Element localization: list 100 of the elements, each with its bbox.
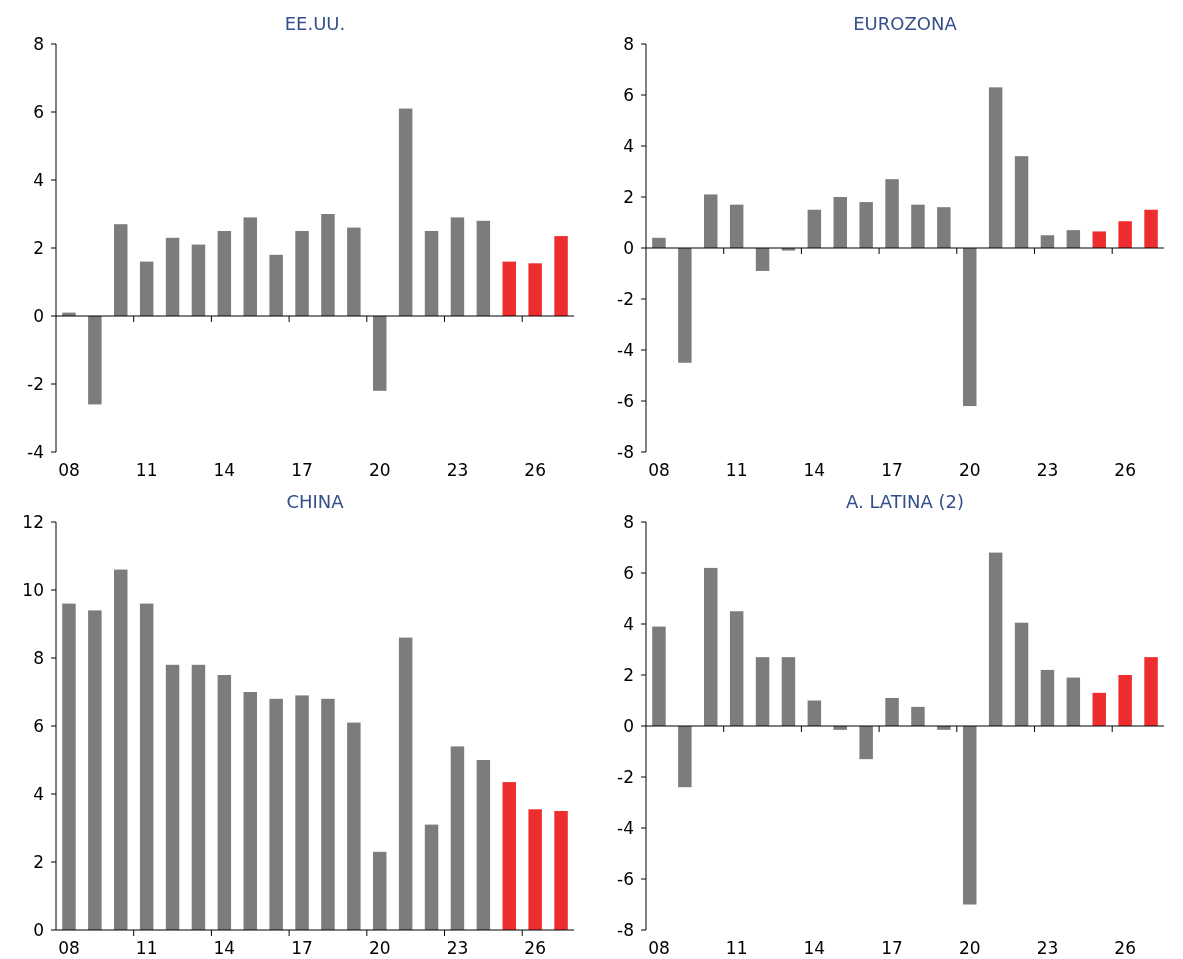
- bar: [678, 248, 692, 363]
- bar: [885, 179, 899, 248]
- bar: [729, 204, 744, 248]
- bar: [424, 824, 439, 930]
- bar: [373, 316, 387, 391]
- bar: [295, 231, 309, 316]
- x-tick-label: 26: [1114, 938, 1136, 958]
- bar: [859, 202, 873, 248]
- y-tick-label: 10: [22, 579, 44, 600]
- bar: [704, 567, 718, 726]
- x-tick-label: 08: [648, 460, 670, 480]
- x-tick-label: 17: [291, 460, 313, 480]
- bar: [988, 552, 1003, 726]
- bar: [1144, 209, 1158, 248]
- bar: [1066, 230, 1081, 248]
- bar: [678, 726, 692, 788]
- y-tick-label: 8: [623, 511, 634, 532]
- bar: [88, 610, 102, 930]
- bar: [1066, 677, 1081, 726]
- bar: [652, 237, 666, 248]
- bar: [755, 248, 770, 271]
- bar: [859, 726, 873, 760]
- bar: [807, 700, 822, 726]
- bar: [652, 626, 666, 726]
- x-tick-label: 11: [725, 938, 748, 958]
- y-tick-label: 4: [33, 783, 44, 804]
- x-tick-label: 08: [58, 938, 80, 958]
- bar: [1144, 657, 1158, 726]
- bar: [755, 657, 770, 726]
- bar: [554, 236, 568, 316]
- y-tick-label: -4: [617, 817, 634, 838]
- bar: [88, 316, 102, 405]
- bar: [450, 746, 465, 930]
- bar: [321, 214, 335, 316]
- x-tick-label: 20: [958, 938, 981, 958]
- bar: [476, 220, 491, 316]
- y-tick-label: -8: [617, 919, 634, 940]
- bar: [347, 227, 361, 316]
- x-tick-label: 14: [803, 460, 826, 480]
- bar: [554, 811, 568, 930]
- y-tick-label: 0: [623, 237, 634, 258]
- bar: [165, 237, 180, 316]
- x-tick-label: 08: [648, 938, 670, 958]
- x-tick-label: 17: [881, 938, 903, 958]
- bar: [191, 664, 206, 930]
- bar: [114, 224, 128, 316]
- bar: [1014, 622, 1029, 726]
- x-tick-label: 20: [368, 460, 391, 480]
- y-tick-label: -2: [617, 288, 634, 309]
- bar: [1092, 231, 1106, 248]
- bar: [1118, 221, 1132, 248]
- bar: [424, 231, 439, 316]
- bar: [1040, 669, 1055, 726]
- bar: [1092, 692, 1106, 726]
- x-tick-label: 20: [368, 938, 391, 958]
- y-tick-label: 8: [33, 647, 44, 668]
- bar: [243, 217, 257, 316]
- x-tick-label: 26: [524, 938, 546, 958]
- x-tick-label: 11: [135, 460, 158, 480]
- bar: [911, 706, 925, 726]
- bar: [807, 209, 822, 248]
- x-tick-label: 11: [135, 938, 158, 958]
- bar: [781, 657, 796, 726]
- bar: [502, 261, 516, 316]
- bar: [833, 197, 847, 248]
- y-tick-label: -2: [27, 373, 44, 394]
- y-tick-label: -8: [617, 441, 634, 462]
- bar: [269, 254, 283, 316]
- bar: [373, 851, 387, 930]
- bar: [398, 637, 413, 930]
- y-tick-label: 2: [33, 237, 44, 258]
- x-tick-label: 11: [725, 460, 748, 480]
- bar: [321, 698, 335, 930]
- x-tick-label: 14: [803, 938, 826, 958]
- bar: [243, 692, 257, 930]
- y-tick-label: 6: [623, 84, 634, 105]
- y-tick-label: -4: [617, 339, 634, 360]
- x-tick-label: 23: [1036, 938, 1059, 958]
- bar: [528, 263, 542, 316]
- x-tick-label: 23: [446, 460, 469, 480]
- bar: [528, 809, 542, 930]
- y-tick-label: 2: [623, 664, 634, 685]
- y-tick-label: 2: [33, 851, 44, 872]
- bar: [963, 726, 977, 905]
- bar: [114, 569, 128, 930]
- y-tick-label: 6: [33, 715, 44, 736]
- bar: [885, 697, 899, 726]
- chart-title: EE.UU.: [284, 13, 346, 34]
- bar: [165, 664, 180, 930]
- y-tick-label: 4: [33, 169, 44, 190]
- bar: [988, 87, 1003, 248]
- x-tick-label: 26: [1114, 460, 1136, 480]
- bar: [704, 194, 718, 248]
- x-tick-label: 23: [1036, 460, 1059, 480]
- x-tick-label: 08: [58, 460, 80, 480]
- bar: [502, 782, 516, 930]
- x-tick-label: 14: [213, 938, 236, 958]
- bar: [1040, 235, 1055, 248]
- y-tick-label: 0: [33, 305, 44, 326]
- bar: [398, 108, 413, 316]
